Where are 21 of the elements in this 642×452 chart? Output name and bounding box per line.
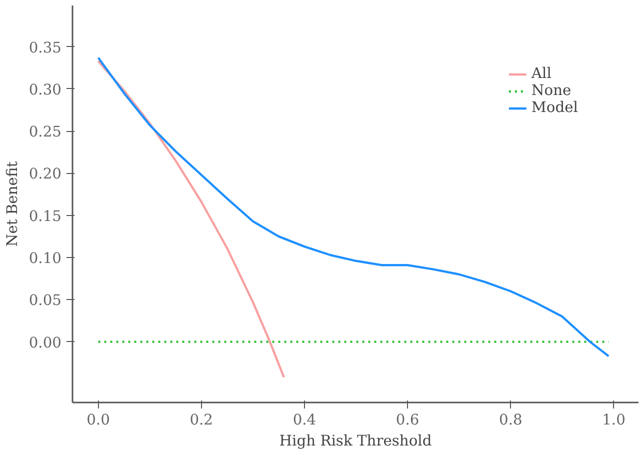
y-tick-label: 0.35 [28, 39, 62, 56]
x-tick-label: 0.4 [292, 412, 316, 428]
y-tick-label: 0.25 [28, 124, 62, 141]
line-series [97, 60, 285, 378]
y-tick-label: 0.10 [28, 250, 62, 268]
y-tick-label: 0.05 [28, 292, 62, 310]
legend-label: None [531, 82, 572, 99]
x-tick-label: 0.6 [396, 412, 420, 428]
legend-label: Model [531, 99, 578, 116]
x-tick-label: 0.8 [499, 412, 522, 428]
x-tick-label: 0.0 [86, 412, 110, 428]
y-axis-title: Net Benefit [4, 161, 21, 247]
y-tick-label: 0.20 [28, 166, 62, 183]
x-tick-label: 0.2 [190, 412, 214, 428]
line-series [97, 56, 610, 358]
x-tick-label: 1.0 [602, 412, 626, 428]
y-tick-label: 0.15 [28, 208, 62, 225]
x-axis-title: High Risk Threshold [279, 432, 432, 450]
legend-label: All [531, 65, 552, 82]
y-tick-label: 0.00 [28, 334, 62, 352]
y-tick-label: 0.30 [28, 81, 62, 98]
